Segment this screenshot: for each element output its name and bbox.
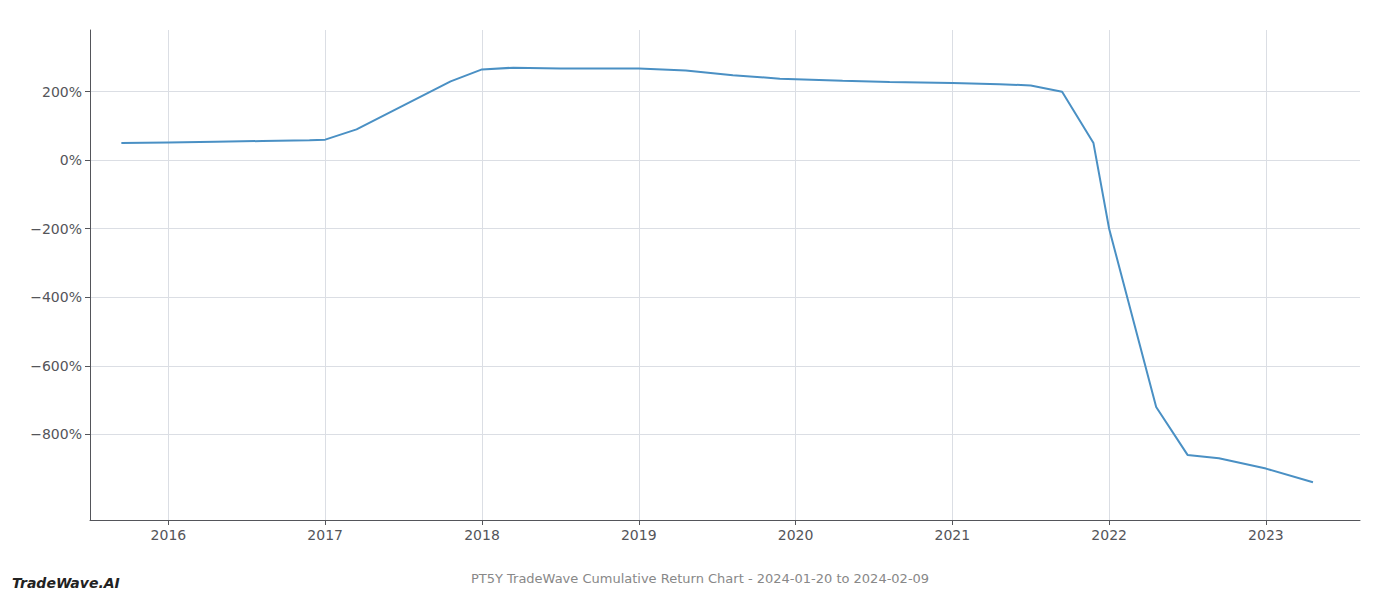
svg-text:−600%: −600% (30, 358, 82, 374)
svg-text:2022: 2022 (1091, 527, 1127, 543)
svg-text:2021: 2021 (935, 527, 971, 543)
svg-text:−200%: −200% (30, 221, 82, 237)
svg-text:2023: 2023 (1248, 527, 1284, 543)
svg-text:−400%: −400% (30, 289, 82, 305)
svg-text:2019: 2019 (621, 527, 657, 543)
svg-text:2016: 2016 (151, 527, 187, 543)
svg-text:TradeWave.AI: TradeWave.AI (12, 575, 120, 591)
svg-text:−800%: −800% (30, 426, 82, 442)
svg-text:PT5Y TradeWave Cumulative Retu: PT5Y TradeWave Cumulative Return Chart -… (471, 571, 929, 586)
svg-text:2020: 2020 (778, 527, 814, 543)
svg-text:200%: 200% (42, 84, 82, 100)
svg-text:2018: 2018 (464, 527, 500, 543)
svg-text:0%: 0% (60, 152, 82, 168)
svg-text:2017: 2017 (307, 527, 343, 543)
